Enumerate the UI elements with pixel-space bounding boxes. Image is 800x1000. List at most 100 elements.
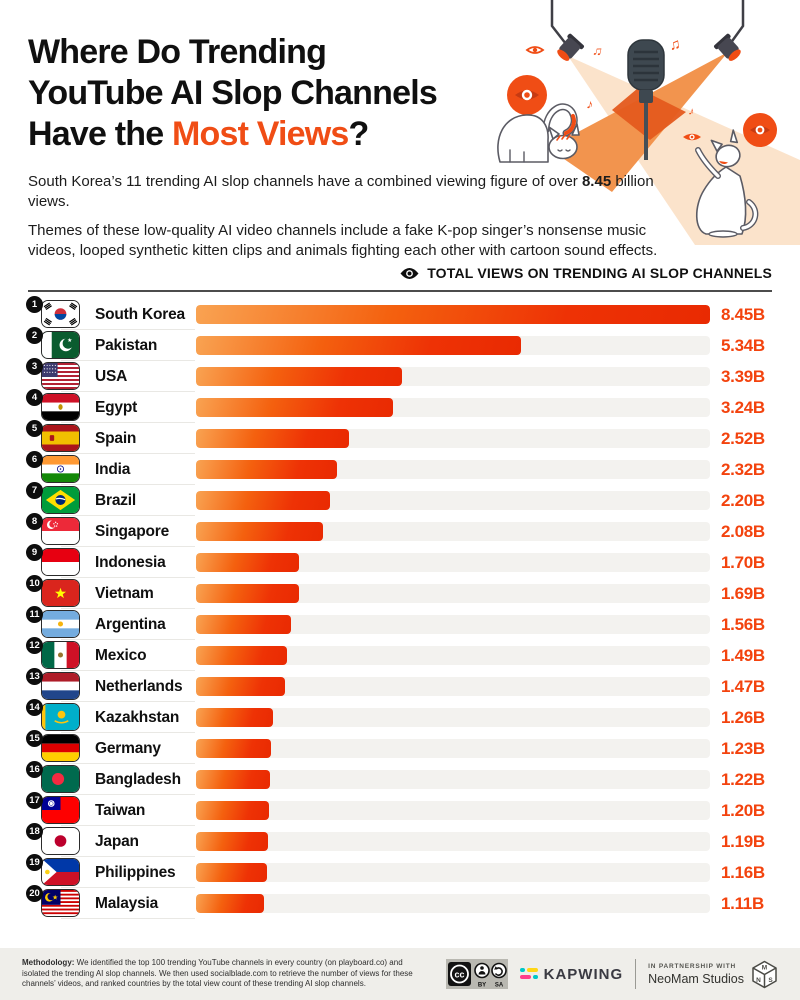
value-label: 2.32B [721,459,765,479]
value-bar [196,770,271,789]
country-flag [41,517,80,545]
intro-bold-figure: 8.45 [581,173,612,190]
microphone-icon [627,39,665,160]
value-label: 3.39B [721,366,765,386]
rank-badge: 20 [26,885,43,902]
beam-overlap [612,88,686,140]
country-flag [41,889,80,917]
bar-rows: 1 South Korea 8.45B 2 Pakistan 5.34B 3 U… [26,296,772,919]
svg-text:N: N [756,977,761,984]
country-name: South Korea [95,305,185,323]
country-flag [41,734,80,762]
country-flag [41,393,80,421]
bar-track [196,460,710,479]
kapwing-logo: KAPWING [519,966,624,983]
country-name: USA [95,367,128,385]
country-name: Singapore [95,522,169,540]
value-bar [196,491,330,510]
country-name: Malaysia [95,894,159,912]
footer-bar: Methodology: We identified the top 100 t… [0,948,800,1000]
bar-track [196,336,710,355]
eye-filled-icon [683,133,701,141]
bar-track [196,863,710,882]
value-label: 1.23B [721,738,765,758]
rank-badge: 7 [26,482,43,499]
bar-track [196,491,710,510]
bar-track [196,770,710,789]
country-row: 9 Indonesia 1.70B [26,544,772,578]
rank-badge: 1 [26,296,43,313]
value-label: 2.08B [721,521,765,541]
music-note-icon: ♪ [687,105,695,118]
bar-track [196,646,710,665]
bar-track [196,677,710,696]
music-note-icon: ♫ [668,36,682,54]
value-label: 1.47B [721,676,765,696]
country-row: 3 USA 3.39B [26,358,772,392]
rank-badge: 5 [26,420,43,437]
rank-badge: 9 [26,544,43,561]
country-name: Japan [95,832,139,850]
right-cat-illustration [695,129,759,238]
value-label: 3.24B [721,397,765,417]
country-name: Pakistan [95,336,158,354]
value-bar [196,832,269,851]
country-row: 13 Netherlands 1.47B [26,668,772,702]
country-flag [41,641,80,669]
creative-commons-license-icon: cc BY SA [445,959,508,989]
chart-title: TOTAL VIEWS ON TRENDING AI SLOP CHANNELS [427,265,772,281]
rank-badge: 18 [26,823,43,840]
value-bar [196,305,710,324]
country-name: Germany [95,739,161,757]
value-bar [196,801,269,820]
rank-badge: 14 [26,699,43,716]
value-bar [196,615,291,634]
value-label: 1.56B [721,614,765,634]
country-row: 10 Vietnam 1.69B [26,575,772,609]
value-bar [196,677,286,696]
value-bar [196,553,300,572]
country-name: Egypt [95,398,138,416]
country-name: Brazil [95,491,137,509]
value-label: 1.49B [721,645,765,665]
methodology-text: Methodology: We identified the top 100 t… [22,958,413,989]
left-cat-illustration [497,103,580,163]
neomam-cube-icon: M N S [752,960,777,988]
country-flag [41,331,80,359]
country-name: Philippines [95,863,176,881]
value-label: 2.52B [721,428,765,448]
country-row: 14 Kazakhstan 1.26B [26,699,772,733]
country-row: 11 Argentina 1.56B [26,606,772,640]
intro-paragraph-2: Themes of these low-quality AI video cha… [28,222,658,259]
bar-track [196,739,710,758]
bar-track [196,832,710,851]
value-bar [196,894,264,913]
rank-badge: 12 [26,637,43,654]
value-bar [196,739,271,758]
bar-track [196,522,710,541]
music-note-icon: ♪ [585,96,594,112]
bar-track [196,367,710,386]
country-row: 4 Egypt 3.24B [26,389,772,423]
value-bar [196,429,350,448]
rank-badge: 2 [26,327,43,344]
rank-badge: 8 [26,513,43,530]
value-bar [196,863,267,882]
country-name: India [95,460,131,478]
value-label: 5.34B [721,335,765,355]
country-row: 2 Pakistan 5.34B [26,327,772,361]
views-bar-chart: TOTAL VIEWS ON TRENDING AI SLOP CHANNELS… [26,263,772,919]
rank-badge: 15 [26,730,43,747]
country-flag [41,796,80,824]
value-bar [196,398,394,417]
value-bar [196,522,323,541]
bar-track [196,708,710,727]
country-flag [41,827,80,855]
country-row: 16 Bangladesh 1.22B [26,761,772,795]
country-row: 17 Taiwan 1.20B [26,792,772,826]
svg-text:SA: SA [494,983,503,989]
value-bar [196,584,299,603]
value-label: 1.26B [721,707,765,727]
title-line-3: Have the Most Views? [28,115,369,153]
bar-track [196,584,710,603]
